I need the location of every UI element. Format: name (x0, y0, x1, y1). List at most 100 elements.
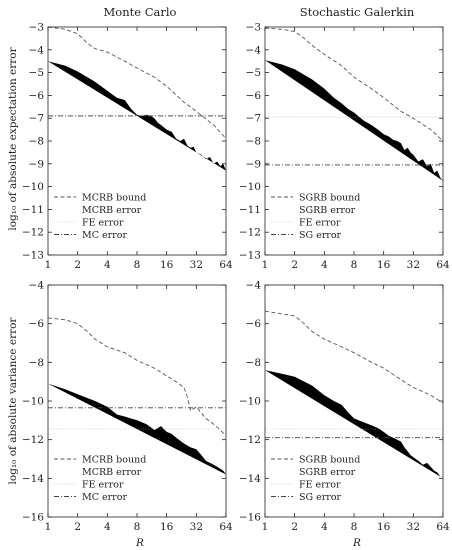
xlabel-right: R (352, 537, 361, 549)
legend-label: MCRB error (82, 205, 142, 216)
x-tick-label: 16 (160, 521, 174, 533)
ylabel-variance: log₁₀ of absolute variance error (7, 317, 19, 485)
y-tick-label: −16 (22, 512, 44, 524)
x-tick-label: 16 (160, 259, 174, 271)
x-tick-label: 16 (377, 521, 391, 533)
panel-sg-expectation: 1 2 4 8 16 32 64 −3 −4 −5 −6 −7 −8 −9 −10 −11 −12 −13 SGRB… (239, 22, 450, 272)
legend-label: SGRB bound (299, 193, 360, 204)
y-tick-label: −7 (29, 113, 44, 125)
legend-label: SGRB bound (299, 455, 360, 466)
legend-label: SGRB error (299, 205, 356, 216)
legend-label: SGRB error (299, 467, 356, 478)
y-tick-label: −9 (29, 158, 44, 170)
series-line-bound (47, 26, 227, 140)
y-tick-label: −5 (246, 67, 261, 79)
title-monte-carlo: Monte Carlo (104, 5, 177, 19)
x-tick-label: 2 (74, 521, 81, 533)
y-tick-label: −8 (246, 136, 261, 148)
y-tick-label: −10 (239, 396, 261, 408)
series-line-bound (264, 27, 444, 142)
x-tick-label: 8 (134, 521, 141, 533)
x-tick-label: 64 (219, 521, 233, 533)
series-line-error (265, 370, 443, 479)
series-line-bound (264, 310, 444, 404)
xlabel-left: R (135, 537, 144, 549)
y-tick-label: −6 (246, 90, 262, 102)
x-tick-label: 64 (436, 259, 450, 271)
legend-label: FE error (299, 218, 341, 229)
y-tick-label: −12 (239, 227, 261, 239)
legend-label: SG error (299, 230, 342, 241)
y-tick-label: −4 (246, 44, 262, 56)
legend-label: MCRB bound (82, 455, 146, 466)
panel-mc-expectation: 1 2 4 8 16 32 64 −3 −4 −5 −6 −7 −8 −9 −10 −11 −12 −13 MCRB… (22, 22, 233, 272)
y-tick-label: −4 (29, 44, 45, 56)
y-tick-label: −3 (29, 22, 44, 34)
ylabel-expectation: log₁₀ of absolute expectation error (7, 46, 19, 230)
x-tick-label: 1 (45, 521, 52, 533)
y-tick-label: −12 (239, 434, 261, 446)
y-tick-label: −14 (239, 473, 261, 485)
plot-frame (47, 284, 227, 518)
x-tick-label: 4 (321, 259, 328, 271)
series-line-error (265, 60, 443, 181)
y-tick-label: −6 (29, 318, 45, 330)
x-tick-label: 4 (321, 521, 328, 533)
x-tick-label: 4 (104, 259, 111, 271)
y-tick-label: −11 (22, 204, 44, 216)
legend-label: MC error (82, 230, 127, 241)
y-tick-label: −8 (246, 357, 261, 369)
y-tick-label: −3 (246, 22, 261, 34)
y-tick-label: −10 (22, 181, 44, 193)
x-tick-label: 8 (351, 259, 358, 271)
x-tick-label: 2 (291, 521, 298, 533)
x-tick-label: 32 (190, 521, 203, 533)
legend-label: FE error (299, 480, 341, 491)
x-tick-label: 32 (407, 259, 420, 271)
y-tick-label: −9 (246, 158, 261, 170)
y-tick-label: −10 (239, 181, 261, 193)
y-tick-label: −4 (246, 280, 262, 292)
title-stochastic-galerkin: Stochastic Galerkin (300, 5, 415, 19)
y-tick-label: −16 (239, 512, 261, 524)
y-tick-label: −13 (239, 250, 261, 262)
legend-label: FE error (82, 480, 124, 491)
y-tick-label: −8 (29, 136, 44, 148)
x-tick-label: 32 (190, 259, 203, 271)
y-tick-label: −6 (246, 318, 262, 330)
x-tick-label: 1 (262, 259, 269, 271)
legend-label: MCRB error (82, 467, 142, 478)
x-tick-label: 2 (291, 259, 298, 271)
x-tick-label: 32 (407, 521, 420, 533)
y-tick-label: −7 (246, 113, 261, 125)
x-tick-label: 16 (377, 259, 391, 271)
x-tick-label: 1 (262, 521, 269, 533)
x-tick-label: 64 (219, 259, 233, 271)
x-tick-label: 4 (104, 521, 111, 533)
y-tick-label: −6 (29, 90, 45, 102)
y-tick-label: −11 (239, 204, 261, 216)
x-tick-label: 64 (436, 521, 450, 533)
plot-frame (47, 26, 227, 256)
plot-frame (264, 26, 444, 256)
y-tick-label: −4 (29, 280, 45, 292)
y-tick-label: −12 (22, 227, 44, 239)
legend-label: SG error (299, 492, 342, 503)
series-line-error (48, 61, 226, 171)
legend-label: MC error (82, 492, 127, 503)
x-tick-label: 8 (134, 259, 141, 271)
x-tick-label: 1 (45, 259, 52, 271)
y-tick-label: −12 (22, 434, 44, 446)
y-tick-label: −10 (22, 396, 44, 408)
y-tick-label: −14 (22, 473, 44, 485)
series-line-bound (47, 317, 227, 437)
x-tick-label: 8 (351, 521, 358, 533)
x-tick-label: 2 (74, 259, 81, 271)
legend-label: FE error (82, 218, 124, 229)
y-tick-label: −13 (22, 250, 44, 262)
legend-label: MCRB bound (82, 193, 146, 204)
y-tick-label: −5 (29, 67, 44, 79)
